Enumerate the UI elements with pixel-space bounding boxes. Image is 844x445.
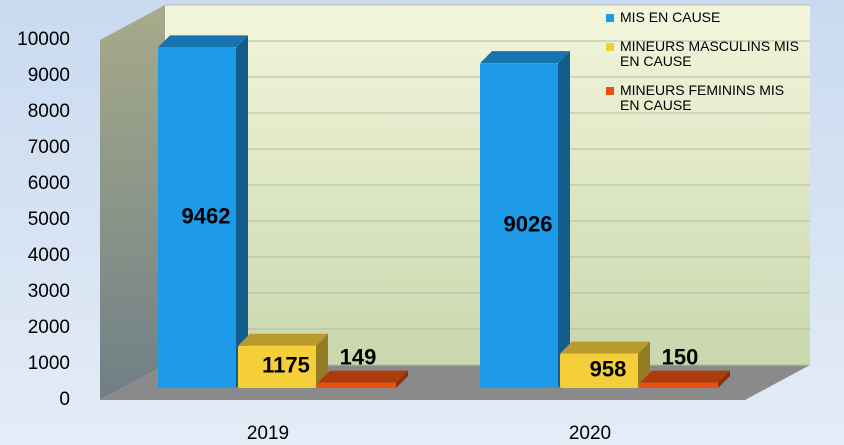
data-label: 9462 <box>182 203 231 228</box>
legend-label: MINEURS MASCULINS MIS EN CAUSE <box>620 38 799 69</box>
y-tick-label: 10000 <box>17 29 70 50</box>
data-label: 149 <box>340 344 377 369</box>
y-tick-label: 6000 <box>28 173 70 194</box>
bar-top <box>560 341 650 354</box>
legend-label: MIS EN CAUSE <box>620 9 720 25</box>
side-wall <box>100 5 165 400</box>
bar-front <box>640 382 718 388</box>
y-tick-label: 1000 <box>28 353 70 374</box>
bar-top <box>480 51 570 64</box>
y-tick-label: 5000 <box>28 209 70 230</box>
legend-swatch <box>606 14 614 22</box>
bar-side <box>718 370 730 388</box>
y-tick-label: 2000 <box>28 317 70 338</box>
bar-front <box>238 345 316 388</box>
data-label: 150 <box>662 344 699 369</box>
y-tick-label: 0 <box>59 389 70 410</box>
data-label: 9026 <box>504 211 553 236</box>
bar <box>640 370 730 388</box>
bar-side <box>558 51 570 389</box>
legend-label: MINEURS FEMININS MIS EN CAUSE <box>620 82 784 113</box>
bar-top <box>640 370 730 383</box>
bar-front <box>158 47 236 388</box>
bar <box>158 35 248 388</box>
bar-side <box>316 333 328 388</box>
bar-front <box>318 382 396 388</box>
data-label: 958 <box>590 357 627 382</box>
bar <box>318 370 408 388</box>
data-label: 1175 <box>262 353 310 378</box>
bar <box>238 333 328 388</box>
y-tick-label: 4000 <box>28 245 70 266</box>
bar-top <box>238 333 328 346</box>
y-tick-label: 3000 <box>28 281 70 302</box>
bar-top <box>318 370 408 383</box>
bar-side <box>396 370 408 388</box>
x-tick-label: 2019 <box>247 423 289 444</box>
x-tick-label: 2020 <box>569 423 611 444</box>
bar-top <box>158 35 248 48</box>
y-tick-label: 7000 <box>28 137 70 158</box>
bar <box>480 51 570 389</box>
legend-swatch <box>606 87 614 95</box>
bar-side <box>236 35 248 388</box>
y-tick-label: 8000 <box>28 101 70 122</box>
y-tick-label: 9000 <box>28 65 70 86</box>
bar-front <box>560 353 638 388</box>
legend-swatch <box>606 43 614 51</box>
bar-front <box>480 63 558 389</box>
